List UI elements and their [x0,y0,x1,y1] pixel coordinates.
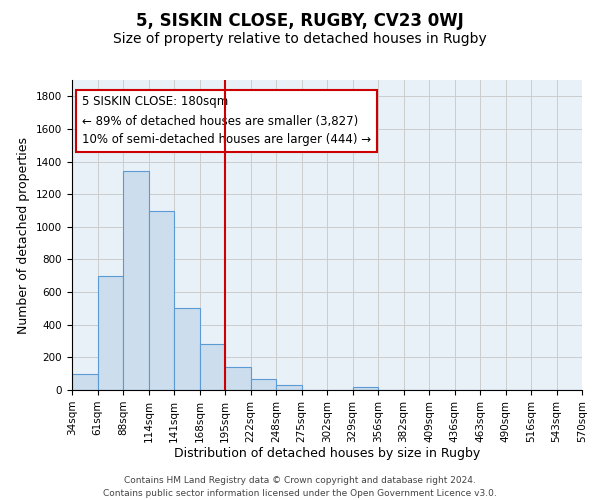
Y-axis label: Number of detached properties: Number of detached properties [17,136,31,334]
Bar [123,172,149,390]
Bar [353,386,378,390]
Bar [72,374,97,390]
Text: Size of property relative to detached houses in Rugby: Size of property relative to detached ho… [113,32,487,46]
Bar [97,276,123,390]
Bar [174,308,199,390]
Bar [199,344,225,390]
Text: 5, SISKIN CLOSE, RUGBY, CV23 0WJ: 5, SISKIN CLOSE, RUGBY, CV23 0WJ [136,12,464,30]
Bar [276,385,302,390]
Text: Contains HM Land Registry data © Crown copyright and database right 2024.
Contai: Contains HM Land Registry data © Crown c… [103,476,497,498]
Bar [149,210,174,390]
Bar [225,367,251,390]
X-axis label: Distribution of detached houses by size in Rugby: Distribution of detached houses by size … [174,448,480,460]
Bar [251,378,276,390]
Text: 5 SISKIN CLOSE: 180sqm
← 89% of detached houses are smaller (3,827)
10% of semi-: 5 SISKIN CLOSE: 180sqm ← 89% of detached… [82,96,371,146]
